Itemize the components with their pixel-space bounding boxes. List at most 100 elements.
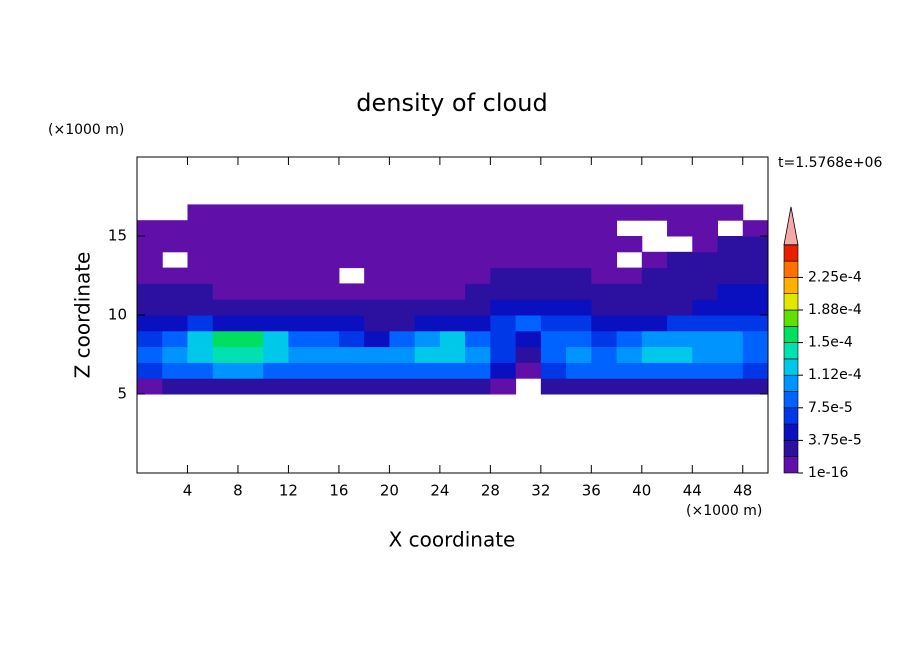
contour-cell xyxy=(641,204,668,221)
contour-cell xyxy=(591,346,618,363)
contour-cell xyxy=(237,362,264,379)
contour-cell xyxy=(515,267,542,284)
contour-cell xyxy=(313,204,340,221)
contour-cell xyxy=(288,315,315,332)
colorbar-swatch xyxy=(783,423,799,441)
contour-cell xyxy=(263,220,289,237)
contour-cell xyxy=(187,346,214,363)
contour-cell xyxy=(414,362,441,379)
colorbar-label: 2.25e-4 xyxy=(808,269,862,285)
contour-cell xyxy=(641,299,668,316)
contour-cell xyxy=(212,378,239,395)
contour-cell xyxy=(389,204,416,221)
contour-cell xyxy=(667,283,693,300)
contour-cell xyxy=(414,283,441,300)
contour-cell xyxy=(591,362,618,379)
contour-cell xyxy=(389,330,416,348)
contour-cell xyxy=(616,362,643,379)
contour-cell xyxy=(212,330,239,348)
colorbar-label: 1.5e-4 xyxy=(808,335,853,351)
contour-cell xyxy=(692,267,719,284)
contour-cell xyxy=(465,220,491,237)
contour-cell xyxy=(338,378,365,395)
contour-cell xyxy=(313,315,340,332)
contour-cell xyxy=(616,346,643,363)
x-tick-label: 24 xyxy=(430,482,449,500)
contour-cell xyxy=(237,346,264,363)
x-tick-label: 12 xyxy=(279,482,298,500)
contour-cell xyxy=(338,315,365,332)
contour-cell xyxy=(364,346,390,363)
colorbar-extension xyxy=(783,206,799,246)
colorbar-swatch xyxy=(783,456,799,474)
x-tick-label: 32 xyxy=(531,482,550,500)
contour-cell xyxy=(566,236,592,253)
contour-cell xyxy=(313,378,340,395)
contour-cell xyxy=(692,220,719,237)
contour-cell xyxy=(237,267,264,284)
contour-cell xyxy=(641,362,668,379)
contour-cell xyxy=(591,330,618,348)
contour-cell xyxy=(540,378,567,395)
contour-cell xyxy=(137,378,163,395)
contour-cell xyxy=(313,330,340,348)
contour-cell xyxy=(641,251,668,269)
contour-cell xyxy=(187,362,214,379)
x-tick-label: 36 xyxy=(582,482,601,500)
contour-cell xyxy=(591,315,618,332)
contour-cell xyxy=(616,299,643,316)
contour-cell xyxy=(162,362,188,379)
contour-cell xyxy=(616,283,643,300)
contour-cell xyxy=(591,283,618,300)
contour-cell xyxy=(313,299,340,316)
contour-cell xyxy=(389,283,416,300)
contour-cell xyxy=(237,315,264,332)
contour-cell xyxy=(187,267,214,284)
contour-cell xyxy=(187,204,214,221)
contour-cell xyxy=(490,299,517,316)
contour-cell xyxy=(288,362,315,379)
contour-cell xyxy=(717,299,744,316)
contour-cell xyxy=(490,204,517,221)
contour-cell xyxy=(187,236,214,253)
contour-cell xyxy=(667,204,693,221)
x-tick-label: 8 xyxy=(233,482,243,500)
contour-cell xyxy=(212,236,239,253)
contour-cell xyxy=(212,267,239,284)
colorbar-swatch xyxy=(783,407,799,425)
y-tick-label: 15 xyxy=(108,227,127,245)
contour-cell xyxy=(566,378,592,395)
contour-cell xyxy=(237,283,264,300)
contour-cell xyxy=(288,267,315,284)
contour-cell xyxy=(540,346,567,363)
colorbar-label: 1.12e-4 xyxy=(808,367,862,383)
contour-cell xyxy=(162,267,188,284)
contour-cell xyxy=(566,346,592,363)
contour-cell xyxy=(540,330,567,348)
contour-cell xyxy=(212,362,239,379)
contour-cell xyxy=(313,346,340,363)
contour-cell xyxy=(692,315,719,332)
contour-cell xyxy=(414,251,441,269)
colorbar-label: 3.75e-5 xyxy=(808,432,862,448)
contour-cell xyxy=(515,315,542,332)
contour-cell xyxy=(641,346,668,363)
colorbar-swatch xyxy=(783,293,799,311)
contour-cell xyxy=(389,299,416,316)
contour-cell xyxy=(338,236,365,253)
contour-cell xyxy=(717,362,744,379)
contour-cell xyxy=(692,362,719,379)
contour-cell xyxy=(540,267,567,284)
contour-cell xyxy=(288,251,315,269)
contour-cell xyxy=(742,362,769,379)
contour-cell xyxy=(187,299,214,316)
contour-cell xyxy=(515,204,542,221)
contour-cell xyxy=(566,330,592,348)
contour-cell xyxy=(540,283,567,300)
x-tick-label: 28 xyxy=(481,482,500,500)
contour-cell xyxy=(137,362,163,379)
contour-cell xyxy=(338,346,365,363)
contour-cell xyxy=(742,346,769,363)
contour-cell xyxy=(263,267,289,284)
contour-cell xyxy=(263,299,289,316)
